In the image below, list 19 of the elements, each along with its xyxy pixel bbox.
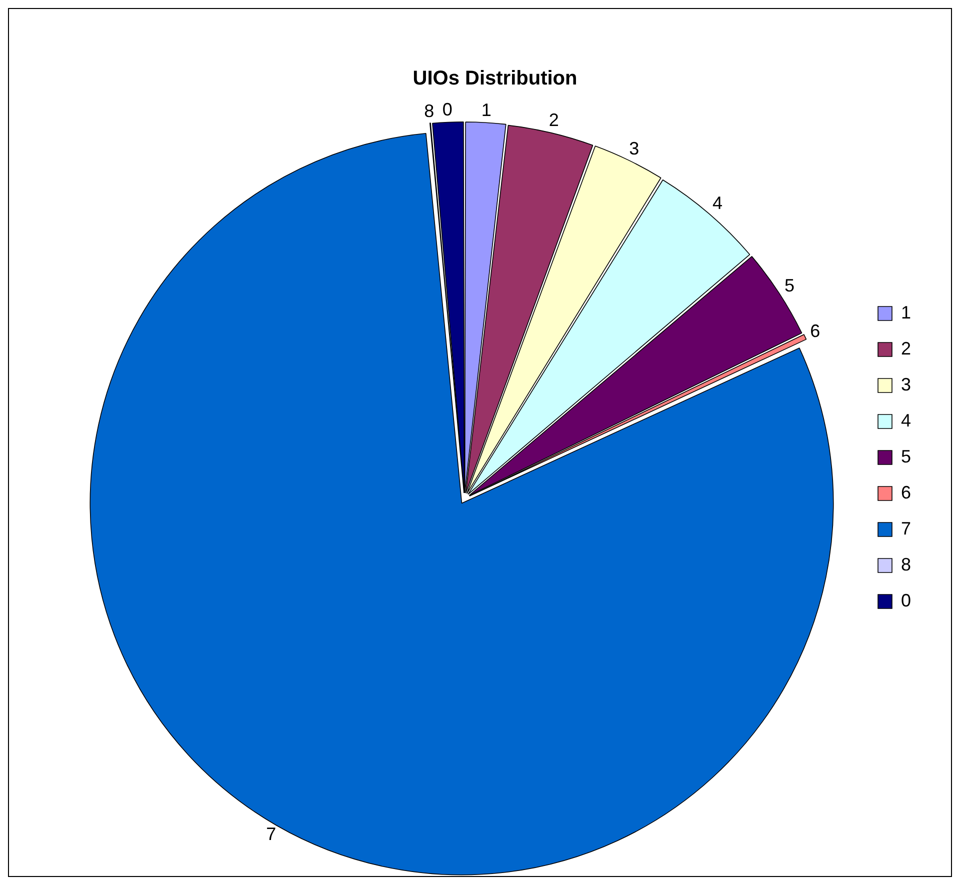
- slice-label: 5: [784, 275, 795, 296]
- chart-title: UIOs Distribution: [412, 68, 578, 90]
- legend-label: 6: [900, 482, 912, 502]
- slice-label: 2: [548, 110, 559, 130]
- slice-label: 1: [481, 100, 492, 120]
- slice-label: 7: [266, 824, 276, 844]
- slice-label: 0: [442, 100, 452, 120]
- legend-label: 8: [900, 554, 912, 574]
- legend-label: 3: [900, 374, 912, 394]
- legend-label: 5: [900, 446, 912, 466]
- legend-label: 1: [900, 302, 912, 322]
- slice-label: 4: [712, 193, 722, 214]
- slice-label: 8: [424, 100, 434, 121]
- legend-label: 4: [900, 410, 912, 430]
- legend-label: 2: [900, 338, 912, 358]
- legend-label: 0: [900, 590, 912, 610]
- slice-label: 3: [629, 138, 640, 158]
- slice-label: 6: [810, 321, 820, 342]
- legend-label: 7: [900, 518, 912, 538]
